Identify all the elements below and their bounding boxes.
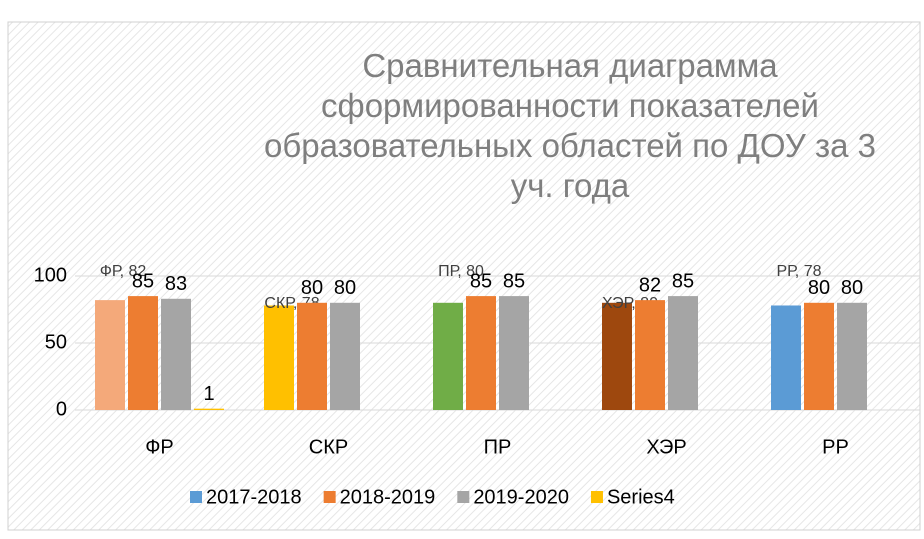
data-label: 85: [470, 270, 492, 292]
legend-label: Series4: [607, 486, 675, 508]
bar: [95, 300, 125, 410]
y-tick-label: 0: [56, 398, 67, 420]
data-label: РР, 78: [776, 263, 821, 280]
chart-title-text: Сравнительная диаграмма сформированности …: [264, 47, 876, 204]
bar: [602, 302, 632, 410]
bar: [161, 298, 191, 410]
data-label: ПР, 80: [438, 263, 484, 280]
data-label: ФР, 82: [100, 263, 147, 280]
bar: [499, 296, 529, 410]
bar: [297, 302, 327, 410]
bar: [635, 300, 665, 410]
data-label: 1: [203, 383, 214, 405]
bar: [668, 296, 698, 410]
x-tick-label: ПР: [484, 436, 512, 458]
legend-swatch: [590, 491, 603, 503]
x-tick-label: СКР: [309, 436, 348, 458]
data-label: 82: [639, 274, 661, 296]
legend-swatch: [190, 491, 202, 503]
data-label: 80: [808, 277, 830, 299]
data-label: 85: [132, 270, 154, 292]
legend-swatch: [323, 491, 336, 503]
y-tick-label: 50: [45, 331, 67, 353]
data-label: 80: [334, 277, 356, 299]
data-label: 83: [165, 273, 187, 295]
bar: [804, 302, 834, 410]
chart-title: Сравнительная диаграмма сформированности …: [264, 47, 876, 204]
legend-label: 2018-2019: [340, 486, 436, 508]
x-tick-label: ХЭР: [646, 436, 686, 458]
x-tick-label: РР: [822, 436, 849, 458]
data-label: 80: [841, 277, 863, 299]
data-label: 85: [672, 270, 694, 292]
bar: [264, 305, 294, 410]
bar: [330, 302, 360, 410]
data-label: 85: [503, 270, 525, 292]
y-tick-label: 100: [34, 264, 67, 286]
bar: [128, 296, 158, 410]
bar: [466, 296, 496, 410]
data-label: 80: [301, 277, 323, 299]
bar: [771, 305, 801, 410]
bar: [433, 302, 463, 410]
legend-label: 2019-2020: [473, 486, 569, 508]
bar: [837, 302, 867, 410]
legend-swatch: [457, 491, 470, 503]
x-tick-label: ФР: [145, 436, 174, 458]
bar: [194, 408, 224, 410]
legend-label: 2017-2018: [206, 486, 302, 508]
